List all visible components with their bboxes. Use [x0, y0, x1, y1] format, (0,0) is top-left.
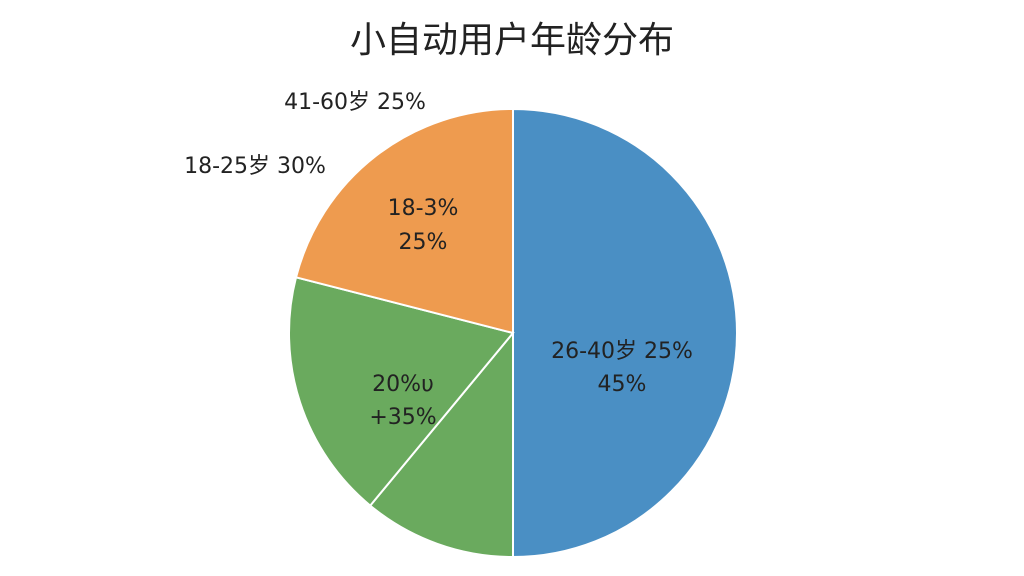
chart-title: 小自动用户年龄分布 [350, 20, 674, 61]
annotation: 45% [598, 372, 647, 397]
annotation: 41-60岁 25% [284, 90, 426, 115]
pie-slice [368, 330, 514, 559]
annotation: 18-25岁 30% [184, 154, 326, 179]
annotation: 25% [399, 230, 448, 255]
annotation: 18-3% [388, 196, 459, 221]
annotation: 26-40岁 25% [551, 339, 693, 364]
pie-slice [294, 107, 514, 335]
annotation: 20%υ [372, 372, 434, 397]
annotation: +35% [369, 405, 436, 430]
pie-slice [512, 107, 738, 559]
pie-slice [288, 276, 515, 508]
